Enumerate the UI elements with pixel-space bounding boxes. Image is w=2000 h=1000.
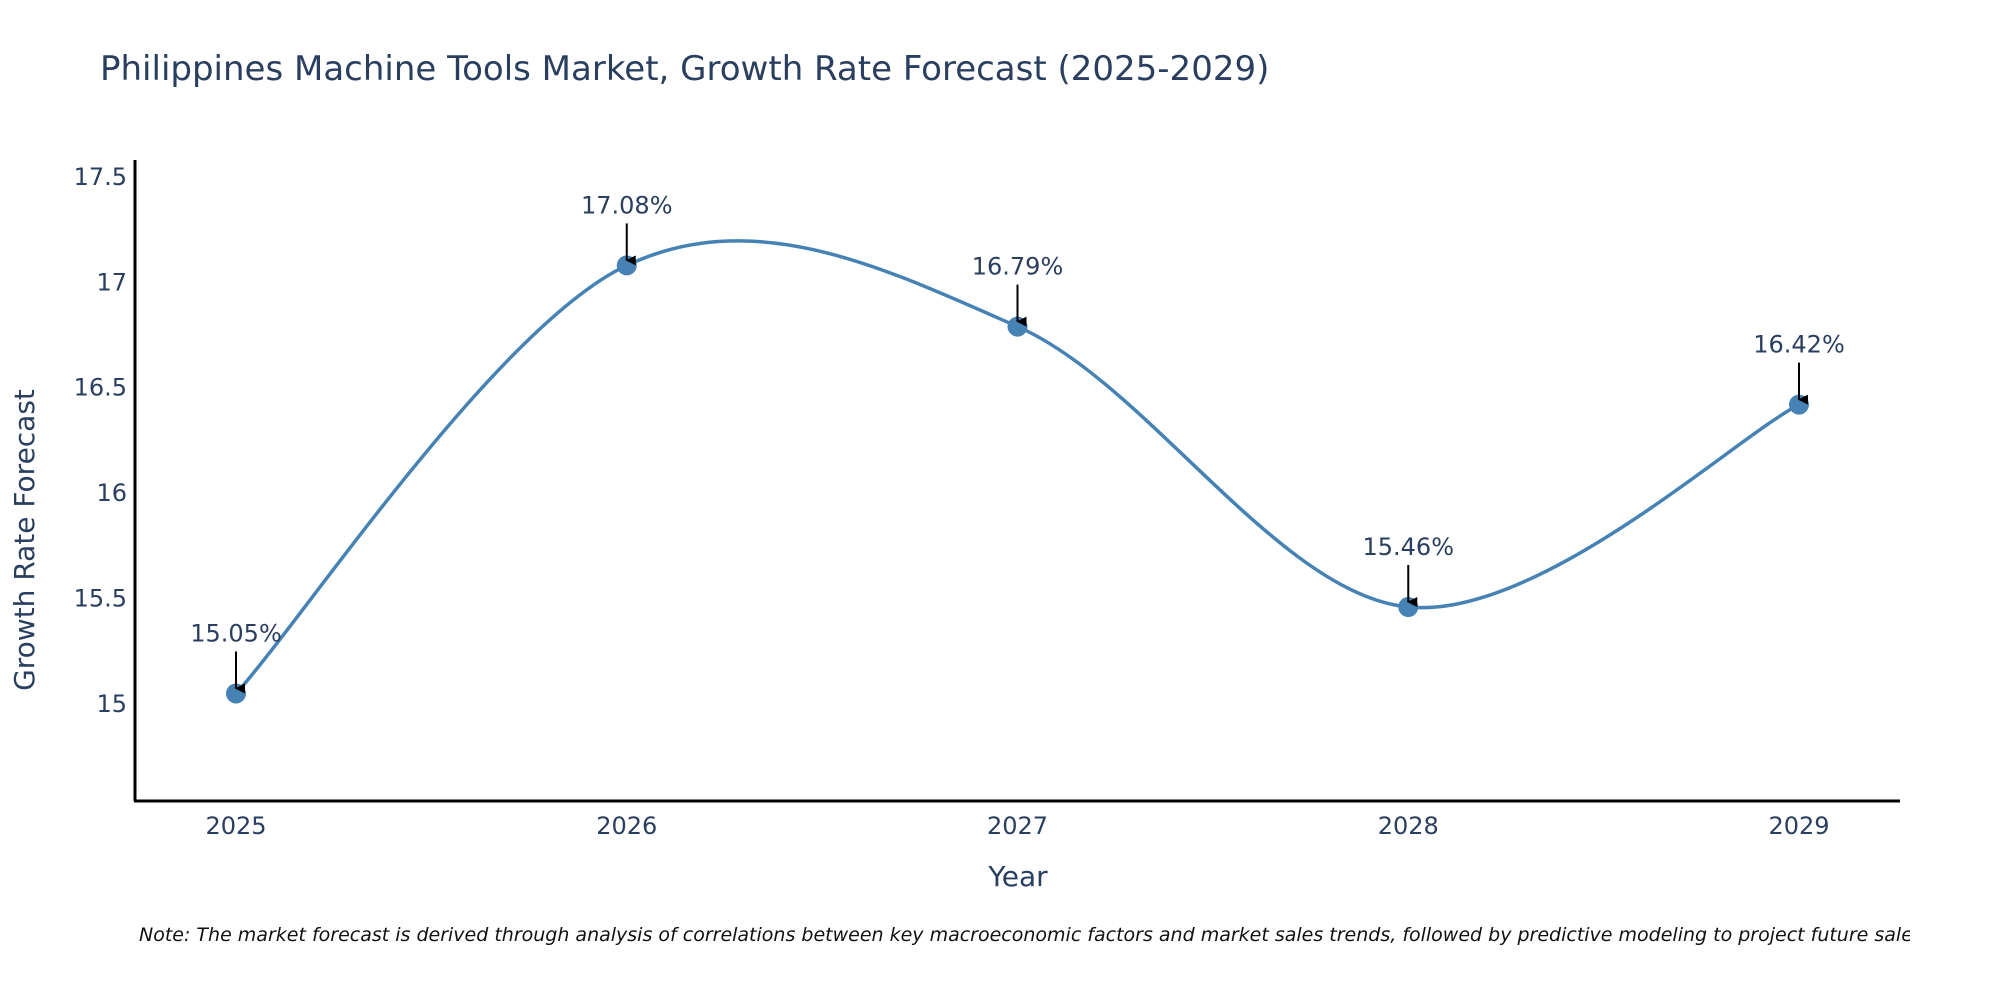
x-tick-label: 2027 [987,812,1048,840]
y-axis-ticks: 15 15.5 16 16.5 17 17.5 [74,163,127,718]
data-label-2027: 16.79% [972,253,1064,281]
data-markers [226,255,1809,704]
y-tick-label: 16 [96,479,127,507]
chart-title: Philippines Machine Tools Market, Growth… [100,49,1269,89]
data-label-2028: 15.46% [1362,533,1454,561]
data-label-2029: 16.42% [1753,331,1845,359]
footnote: Note: The market forecast is derived thr… [139,924,1929,946]
y-tick-label: 15 [96,690,127,718]
x-tick-label: 2028 [1378,812,1439,840]
data-label-2026: 17.08% [581,191,673,219]
y-tick-label: 17.5 [74,163,127,191]
data-annotations: 15.05% 17.08% 16.79% 15.46% 16.42% [190,191,1845,694]
y-axis-title: Growth Rate Forecast [8,389,41,691]
x-tick-label: 2026 [596,812,657,840]
y-tick-label: 15.5 [74,585,127,613]
x-axis-title: Year [987,860,1048,893]
x-tick-label: 2029 [1768,812,1829,840]
data-label-2025: 15.05% [190,619,282,647]
x-tick-label: 2025 [205,812,266,840]
y-tick-label: 17 [96,268,127,296]
y-tick-label: 16.5 [74,374,127,402]
x-axis-ticks: 2025 2026 2027 2028 2029 [205,812,1829,840]
